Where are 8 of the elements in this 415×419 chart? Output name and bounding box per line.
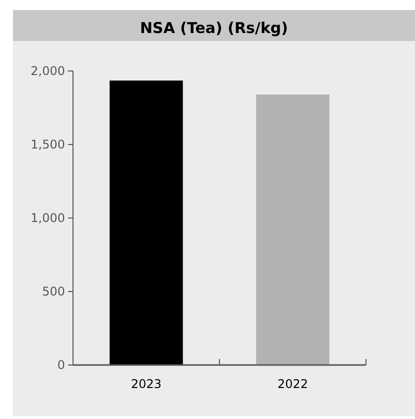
y-tick-label: 1,000 (30, 211, 65, 226)
y-tick-label: 0 (57, 358, 65, 372)
y-tick-label: 2,000 (30, 64, 65, 78)
y-tick-label: 500 (42, 284, 65, 299)
x-tick-label: 2023 (130, 377, 162, 391)
y-tick-label: 1,500 (30, 138, 65, 152)
chart-title: NSA (Tea) (Rs/kg) (140, 19, 288, 37)
x-tick-label: 2022 (277, 377, 308, 391)
